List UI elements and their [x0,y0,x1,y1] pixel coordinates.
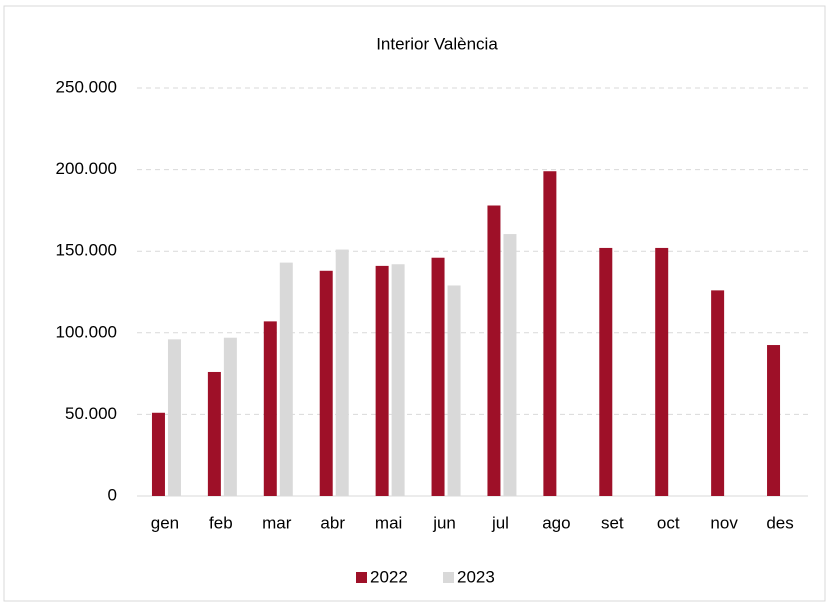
x-tick-label: set [601,513,624,532]
bar [279,262,293,496]
legend-swatch [443,572,454,583]
bar [599,247,613,496]
bar [151,412,165,496]
bar [487,205,501,496]
x-tick-label: feb [209,513,233,532]
bar [223,337,237,496]
legend-swatch [356,572,367,583]
bar [767,345,781,496]
x-tick-label: jul [491,513,509,532]
bar [391,264,405,496]
legend-label: 2022 [370,567,408,586]
bar [375,265,389,496]
bar [167,339,181,496]
x-tick-label: gen [151,513,179,532]
bar [319,270,333,496]
chart-frame [3,5,826,602]
bar [263,321,277,496]
y-tick-label: 200.000 [56,159,117,178]
x-tick-label: mar [262,513,292,532]
y-tick-label: 150.000 [56,241,117,260]
x-tick-label: ago [542,513,570,532]
bar [207,371,221,496]
bar [447,285,461,496]
bar [335,249,349,496]
x-tick-label: abr [320,513,345,532]
x-tick-label: jun [432,513,456,532]
y-tick-label: 100.000 [56,322,117,341]
bar [711,290,725,496]
y-tick-label: 250.000 [56,77,117,96]
x-tick-label: mai [375,513,402,532]
x-tick-label: des [766,513,793,532]
bar [503,234,517,496]
y-tick-label: 50.000 [65,404,117,423]
bar [431,257,445,496]
bar [655,247,669,496]
legend-label: 2023 [457,567,495,586]
x-tick-label: oct [657,513,680,532]
x-tick-label: nov [710,513,738,532]
bar [543,171,557,496]
chart-title: Interior València [376,34,498,53]
y-tick-label: 0 [108,485,117,504]
